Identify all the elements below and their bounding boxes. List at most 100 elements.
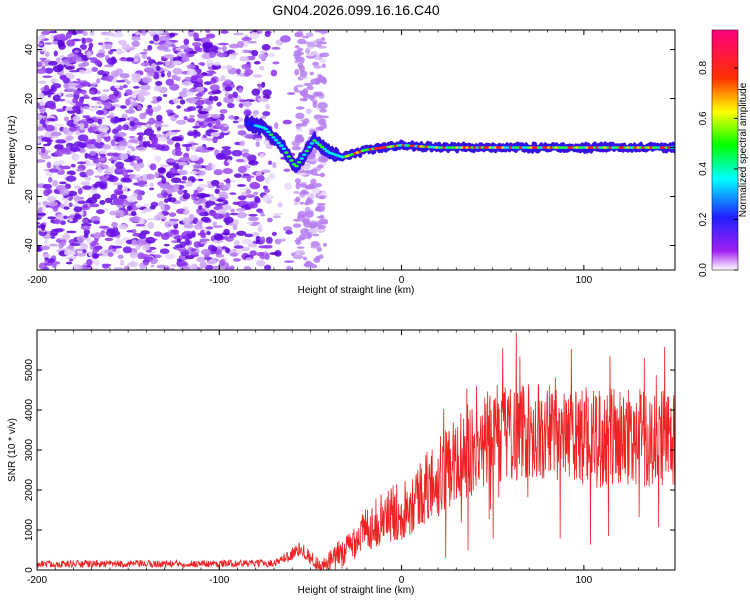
noise-blob [192, 125, 201, 129]
noise-blob [82, 185, 92, 190]
noise-blob [41, 224, 46, 231]
noise-blob [142, 245, 151, 251]
noise-blob [241, 63, 252, 70]
noise-blob [222, 81, 228, 89]
noise-blob [99, 175, 110, 182]
ridge-core [263, 127, 269, 131]
noise-blob [206, 231, 211, 236]
noise-blob [322, 122, 327, 129]
noise-blob [98, 42, 103, 46]
noise-blob [104, 134, 109, 137]
noise-blob [261, 81, 266, 88]
noise-blob [294, 68, 300, 76]
noise-blob [115, 239, 124, 245]
noise-blob [239, 140, 245, 147]
noise-blob [63, 116, 69, 122]
noise-blob [272, 215, 281, 219]
noise-blob [262, 185, 268, 190]
noise-blob [39, 57, 48, 61]
noise-blob [156, 61, 164, 65]
snr-layer [37, 331, 675, 570]
noise-blob [112, 128, 119, 135]
noise-blob [69, 258, 74, 262]
noise-blob [210, 179, 220, 187]
noise-blob [73, 185, 81, 189]
noise-blob [238, 117, 243, 123]
noise-blob [141, 122, 148, 126]
noise-blob [189, 171, 199, 175]
noise-blob [73, 90, 81, 95]
colorbar-tick-label: 0.4 [698, 162, 709, 176]
noise-blob [315, 221, 323, 227]
noise-blob [84, 139, 95, 145]
noise-blob [200, 37, 210, 45]
noise-blob [252, 110, 260, 116]
noise-blob [66, 230, 77, 234]
noise-blob [182, 192, 191, 200]
noise-blob [159, 183, 169, 189]
noise-blob [131, 76, 142, 83]
noise-blob [261, 43, 271, 51]
noise-blob [47, 195, 57, 202]
noise-blob [72, 115, 81, 122]
noise-blob [156, 114, 163, 122]
noise-blob [274, 238, 282, 245]
noise-blob [79, 123, 85, 131]
noise-blob [306, 53, 315, 57]
noise-blob [164, 62, 176, 69]
noise-blob [203, 211, 209, 216]
noise-blob [44, 51, 50, 58]
noise-blob [284, 260, 295, 263]
noise-blob [306, 196, 312, 204]
noise-blob [75, 168, 83, 172]
noise-blob [260, 213, 266, 217]
noise-blob [96, 52, 105, 58]
noise-blob [233, 245, 244, 249]
ridge-core [314, 141, 320, 144]
noise-blob [82, 106, 91, 110]
noise-blob [104, 37, 110, 41]
noise-blob [131, 40, 140, 48]
noise-blob [44, 262, 53, 266]
noise-blob [299, 97, 308, 102]
noise-blob [204, 117, 213, 123]
noise-blob [272, 61, 280, 65]
noise-blob [101, 42, 107, 50]
noise-blob [188, 50, 198, 55]
noise-blob [172, 97, 180, 104]
noise-blob [217, 208, 227, 215]
noise-blob [147, 44, 153, 51]
noise-blob [118, 140, 128, 147]
noise-blob [310, 192, 315, 200]
noise-blob [117, 254, 124, 259]
noise-blob [317, 75, 327, 83]
noise-blob [99, 153, 106, 157]
spectrogram-y-tick-label: -40 [24, 238, 35, 253]
ridge-core [266, 130, 271, 134]
noise-blob [65, 66, 75, 70]
noise-blob [156, 264, 167, 269]
noise-blob [72, 105, 81, 111]
noise-blob [183, 230, 192, 234]
noise-blob [268, 173, 276, 180]
noise-blob [294, 45, 300, 49]
noise-blob [171, 44, 176, 48]
noise-blob [88, 42, 94, 49]
noise-blob [193, 241, 202, 248]
noise-blob [315, 182, 322, 188]
noise-blob [188, 213, 195, 221]
noise-blob [79, 210, 84, 216]
noise-blob [138, 232, 147, 240]
noise-blob [77, 56, 82, 62]
noise-blob [48, 168, 59, 173]
noise-blob [107, 50, 114, 55]
noise-blob [160, 73, 166, 78]
noise-blob [123, 178, 133, 183]
noise-blob [54, 219, 61, 225]
noise-blob [42, 200, 49, 206]
noise-blob [169, 83, 180, 91]
noise-blob [314, 82, 320, 85]
noise-blob [241, 175, 251, 179]
noise-blob [293, 50, 302, 57]
